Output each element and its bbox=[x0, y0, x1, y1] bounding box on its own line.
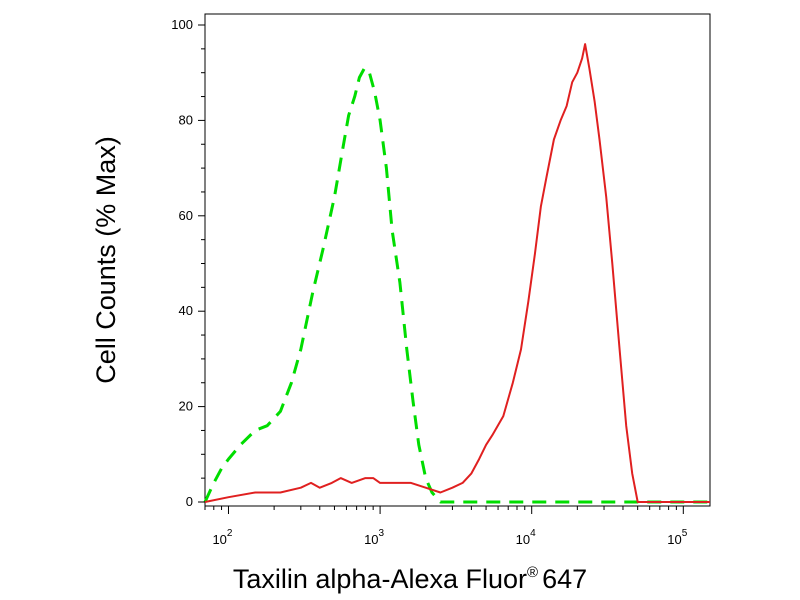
x-axis: 102 103 104 105 bbox=[204, 506, 688, 547]
y-axis: 0 20 40 60 80 100 bbox=[171, 17, 205, 509]
series-line-solid-red bbox=[204, 43, 710, 503]
y-tick-label: 0 bbox=[186, 494, 193, 509]
registered-mark: ® bbox=[527, 564, 538, 581]
y-tick-label: 80 bbox=[179, 112, 193, 127]
y-tick-label: 40 bbox=[179, 303, 193, 318]
plot-area bbox=[203, 13, 711, 507]
y-tick-label: 60 bbox=[179, 208, 193, 223]
y-tick-label: 100 bbox=[171, 17, 193, 32]
y-axis-title: Cell Counts (% Max) bbox=[91, 136, 121, 384]
x-axis-title: Taxilin alpha-Alexa Fluor® 647 bbox=[233, 564, 587, 594]
x-tick-label: 102 bbox=[212, 528, 232, 547]
series-line-dashed-green bbox=[203, 66, 710, 504]
x-axis-title-suffix: 647 bbox=[542, 564, 587, 594]
x-tick-label: 105 bbox=[667, 528, 687, 547]
y-tick-label: 20 bbox=[179, 399, 193, 414]
x-axis-title-main: Taxilin alpha-Alexa Fluor bbox=[233, 564, 527, 594]
x-tick-label: 104 bbox=[516, 528, 536, 547]
x-tick-label: 103 bbox=[364, 528, 384, 547]
plot-frame bbox=[204, 13, 711, 507]
